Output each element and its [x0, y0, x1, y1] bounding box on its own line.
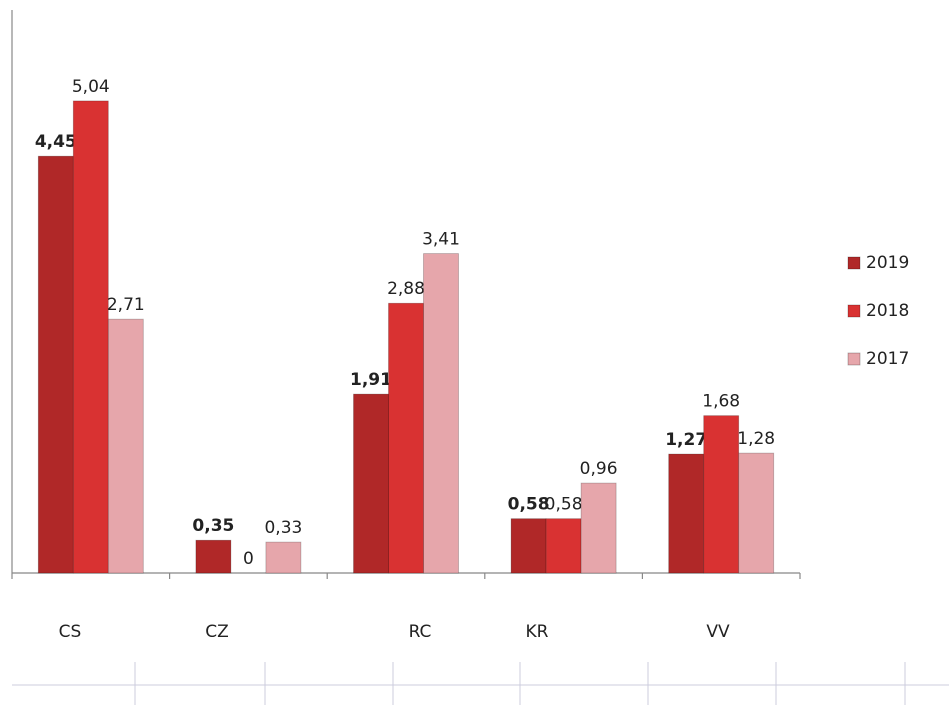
bar: [510, 518, 547, 574]
bar: [738, 452, 775, 574]
x-tick-label: VV: [706, 622, 730, 642]
data-label: 3,41: [422, 230, 460, 250]
legend-label: 2017: [866, 349, 909, 369]
data-label: 1,27: [665, 430, 707, 450]
data-label: 0,96: [580, 459, 618, 479]
bar: [72, 100, 109, 574]
legend-label: 2018: [866, 301, 909, 321]
bar: [703, 415, 740, 574]
bar: [388, 302, 424, 574]
legend-label: 2019: [866, 253, 909, 273]
data-label: 1,68: [702, 392, 740, 412]
x-tick-label: CZ: [205, 622, 229, 642]
x-tick-label: KR: [526, 622, 549, 642]
x-tick-label: RC: [409, 622, 432, 642]
data-label: 0,58: [545, 495, 583, 515]
legend-swatch: [847, 352, 861, 366]
bar: [545, 518, 582, 574]
data-label: 2,71: [107, 295, 145, 315]
legend-swatch: [847, 256, 861, 270]
data-label: 2,88: [387, 279, 425, 299]
bar: [353, 393, 389, 574]
table-lines: [12, 662, 949, 705]
bar: [423, 253, 459, 574]
data-label: 4,45: [35, 132, 77, 152]
data-label: 0: [243, 549, 254, 569]
data-label: 5,04: [72, 77, 110, 97]
legend-swatch: [847, 304, 861, 318]
bar: [37, 155, 74, 574]
bar: [195, 539, 232, 574]
data-label: 0,33: [264, 518, 302, 538]
data-label: 0,35: [192, 516, 234, 536]
bar: [580, 482, 617, 574]
data-label: 1,28: [737, 429, 775, 449]
data-label: 0,58: [508, 495, 550, 515]
x-tick-label: CS: [59, 622, 82, 642]
bar: [668, 453, 705, 574]
bar: [265, 541, 302, 574]
data-label: 1,91: [350, 370, 392, 390]
bar: [107, 318, 144, 574]
